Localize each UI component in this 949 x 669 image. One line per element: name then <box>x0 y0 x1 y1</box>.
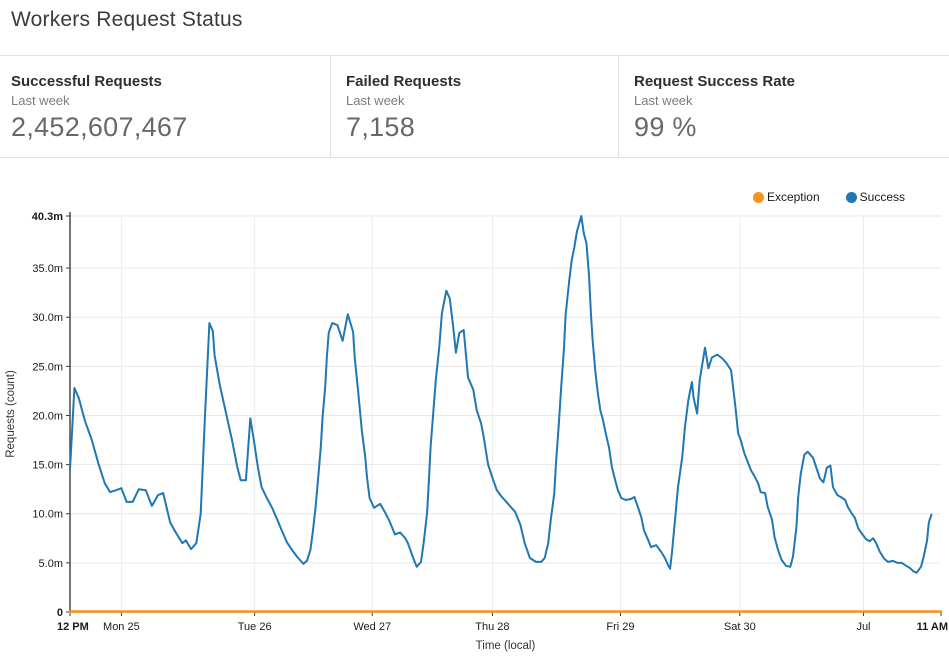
y-axis-title: Requests (count) <box>5 370 17 458</box>
page-title: Workers Request Status <box>11 8 243 31</box>
success-series-line <box>69 215 933 574</box>
stat-card-success-rate: Request Success Rate Last week 99 % <box>618 56 949 157</box>
y-tick-label: 35.0m <box>32 263 63 275</box>
legend-item-exception[interactable]: Exception <box>752 190 820 204</box>
x-tick-label: Wed 27 <box>353 621 391 633</box>
requests-line-chart: 0 5.0m 10.0m 15.0m 20.0m 25.0m 30.0m 35.0m 40.3m… <box>5 211 948 652</box>
x-tick-label: Fri 29 <box>606 621 634 633</box>
x-tick-label: Mon 25 <box>103 621 140 633</box>
stat-card-value: 2,452,607,467 <box>11 112 188 142</box>
stat-card-title: Failed Requests <box>346 73 462 90</box>
stat-card-value: 7,158 <box>346 112 416 142</box>
x-tick-label: 12 PM <box>57 621 89 633</box>
y-tick-label: 0 <box>57 607 63 619</box>
legend-label: Success <box>859 190 905 204</box>
y-tick-label: 40.3m <box>32 211 63 223</box>
x-tick-label: Sat 30 <box>724 621 756 633</box>
requests-chart-section: Exception Success 0 5.0m 10.0m 15.0m 20.0m 25… <box>0 180 949 669</box>
y-tick-label: 5.0m <box>39 558 63 570</box>
y-tick-label: 10.0m <box>32 509 63 521</box>
stat-card-period: Last week <box>634 93 693 108</box>
legend-label: Exception <box>766 190 820 204</box>
x-axis-title: Time (local) <box>476 640 536 652</box>
legend-item-success[interactable]: Success <box>845 190 905 204</box>
stat-card-title: Request Success Rate <box>634 73 795 90</box>
stat-card-period: Last week <box>346 93 405 108</box>
stat-card-successful-requests: Successful Requests Last week 2,452,607,… <box>0 56 330 157</box>
exception-series-dot-icon <box>752 191 764 203</box>
success-series-dot-icon <box>845 191 857 203</box>
stats-row: Successful Requests Last week 2,452,607,… <box>0 55 949 158</box>
y-tick-label: 20.0m <box>32 410 63 422</box>
y-tick-label: 25.0m <box>32 361 63 373</box>
x-tick-label: Jul <box>856 621 870 633</box>
y-tick-label: 15.0m <box>32 460 63 472</box>
chart-legend: Exception Success <box>752 190 905 204</box>
page-header: Workers Request Status <box>0 0 949 55</box>
y-tick-label: 30.0m <box>32 312 63 324</box>
x-tick-label: 11 AM <box>917 621 948 633</box>
x-tick-label: Thu 28 <box>475 621 509 633</box>
stat-card-title: Successful Requests <box>11 73 162 90</box>
stat-card-period: Last week <box>11 93 70 108</box>
stat-card-failed-requests: Failed Requests Last week 7,158 <box>330 56 618 157</box>
stat-card-value: 99 % <box>634 112 697 142</box>
x-tick-label: Tue 26 <box>238 621 272 633</box>
